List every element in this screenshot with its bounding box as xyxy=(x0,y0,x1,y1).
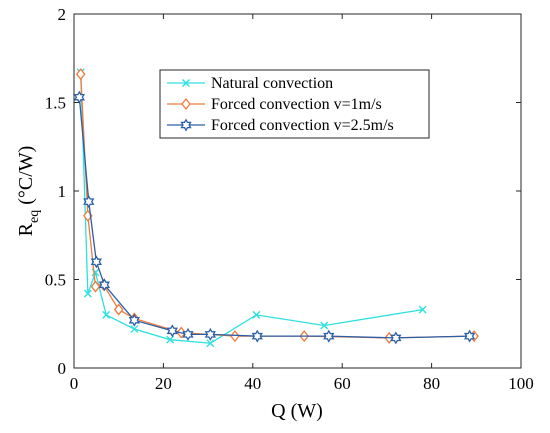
data-point xyxy=(166,335,175,344)
data-point xyxy=(252,310,261,319)
legend-marker xyxy=(182,79,190,87)
legend-item: Natural convection xyxy=(167,75,333,92)
data-point xyxy=(83,289,92,298)
x-tick-label: 0 xyxy=(70,374,79,393)
y-tick-label: 1.5 xyxy=(45,94,66,113)
legend-item: Forced convection v=1m/s xyxy=(167,96,382,113)
data-point xyxy=(102,310,111,319)
data-point xyxy=(90,255,102,269)
y-axis-title-main: R xyxy=(15,222,37,236)
y-tick-label: 1 xyxy=(58,182,67,201)
data-point xyxy=(90,280,101,293)
series-line xyxy=(80,72,423,344)
data-point xyxy=(98,278,111,292)
data-point xyxy=(390,331,402,345)
data-point xyxy=(113,303,124,316)
legend: Natural convection Forced convection v=1m… xyxy=(159,69,430,139)
series-3 xyxy=(73,90,476,345)
data-point xyxy=(73,90,85,104)
data-point xyxy=(182,327,194,341)
data-point xyxy=(463,329,476,343)
x-tick-label: 40 xyxy=(244,374,261,393)
data-point xyxy=(323,329,335,343)
legend-item: Forced convection v=2.5m/s xyxy=(167,117,394,134)
series-line xyxy=(78,97,470,339)
y-tick-label: 2 xyxy=(58,5,67,24)
data-point xyxy=(251,329,263,343)
x-tick-label: 80 xyxy=(423,374,440,393)
data-point xyxy=(320,321,329,330)
x-axis-title: Q (W) xyxy=(271,400,323,422)
x-tick-label: 20 xyxy=(155,374,172,393)
y-tick-label: 0.5 xyxy=(45,271,66,290)
plot-area xyxy=(73,13,522,369)
y-axis-title: Req (°C/W) xyxy=(15,146,42,237)
y-tick-label: 0 xyxy=(58,359,67,378)
data-point xyxy=(206,339,215,348)
legend-marker xyxy=(181,97,191,111)
data-point xyxy=(130,325,139,334)
data-point xyxy=(128,313,140,327)
data-point xyxy=(204,327,216,341)
x-tick-label: 60 xyxy=(334,374,351,393)
legend-label: Forced convection v=2.5m/s xyxy=(211,117,394,134)
legend-marker xyxy=(180,118,192,132)
data-point xyxy=(230,330,240,343)
y-axis-title-unit: (°C/W) xyxy=(15,146,37,210)
y-axis-title-subscript: eq xyxy=(27,210,42,223)
legend-label: Natural convection xyxy=(211,75,333,92)
data-point xyxy=(83,195,95,209)
x-tick-label: 100 xyxy=(508,374,534,393)
data-point xyxy=(166,324,178,338)
legend-label: Forced convection v=1m/s xyxy=(211,96,382,113)
data-point xyxy=(75,68,86,81)
data-point xyxy=(418,305,427,314)
